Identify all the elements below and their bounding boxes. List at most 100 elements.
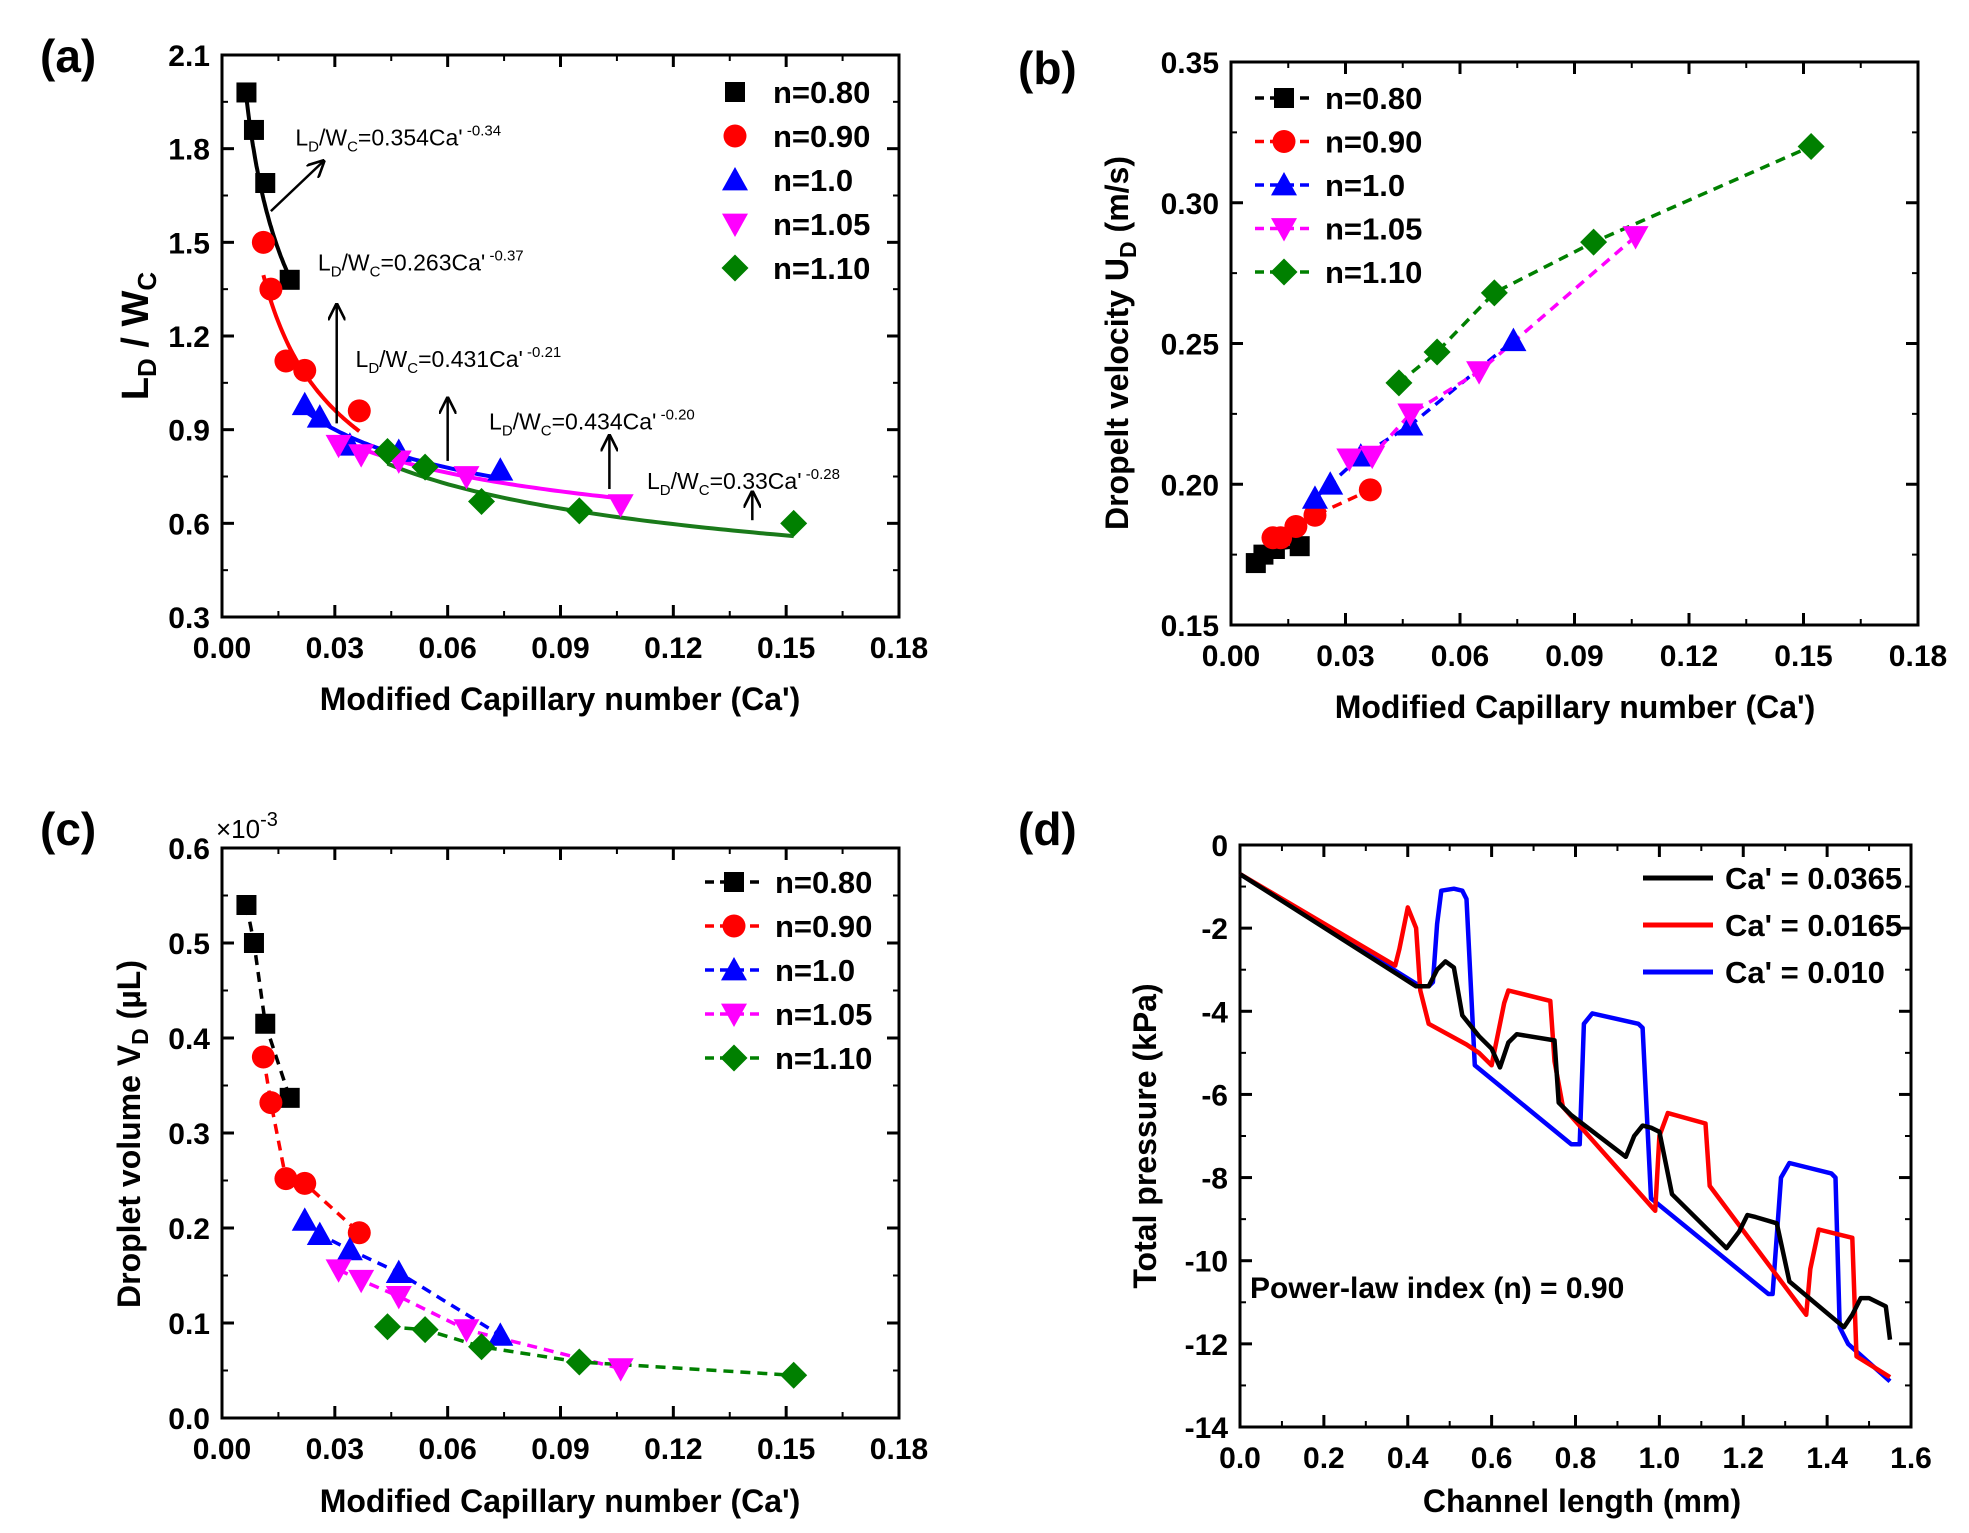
data-point [348, 1269, 375, 1294]
data-point [468, 487, 496, 515]
x-tick-label: 0.18 [870, 1433, 928, 1466]
data-point [1317, 471, 1344, 495]
x-axis-title-a: Modified Capillary number (Ca') [320, 681, 801, 717]
data-point [279, 1087, 300, 1108]
svg-text:LD / WC: LD / WC [115, 272, 162, 401]
x-tick-label: 1.0 [1639, 1442, 1681, 1475]
legend-label: n=1.0 [773, 163, 853, 198]
legend-entry: n=1.0 [722, 163, 853, 198]
y-tick-label: 0.35 [1161, 47, 1219, 80]
y-tick-label: 0.20 [1161, 469, 1219, 502]
annotation-arrow [270, 161, 324, 213]
x-tick-label: 0.12 [644, 632, 702, 665]
fit-equation: LD/WC=0.434Ca' -0.20 [489, 407, 695, 440]
legend-entry: n=0.90 [705, 909, 872, 944]
x-tick-label: 0.03 [1316, 640, 1374, 673]
y-tick-label: -8 [1201, 1163, 1228, 1196]
data-point [1480, 279, 1508, 307]
legend-label: Ca' = 0.0365 [1725, 861, 1902, 896]
data-point [1284, 514, 1308, 538]
data-point [1466, 361, 1493, 385]
series-line [337, 1268, 622, 1371]
y-tick-label: -2 [1201, 913, 1228, 946]
legend-entry: n=1.10 [721, 251, 870, 286]
data-point [1797, 132, 1825, 160]
data-point [274, 1167, 298, 1191]
legend-marker [724, 872, 744, 892]
data-point [1580, 228, 1608, 256]
y-tick-label: 0.25 [1161, 329, 1219, 362]
legend-entry: Ca' = 0.0365 [1643, 861, 1902, 896]
data-point [1358, 478, 1382, 502]
marks-c [236, 895, 808, 1389]
fit-curve [244, 97, 292, 279]
data-point [251, 1045, 275, 1069]
panel-d: (d) 0.0 0.2 0.4 0.6 0.8 1.0 1.2 1.4 1.6 0 -2 -4 -6 -8… [1018, 803, 1932, 1519]
y-tick-label: 0.2 [168, 1213, 210, 1246]
panel-b: (b) 0.00 0.03 0.06 0.09 0.12 0.15 0.18 0.15 0.20… [1018, 42, 1947, 725]
legend-entry: n=0.80 [725, 75, 870, 110]
y-tick-label: 0.6 [168, 833, 210, 866]
data-point [347, 1221, 371, 1245]
panel-label-b: (b) [1018, 42, 1077, 94]
x-tick-label: 0.8 [1555, 1442, 1597, 1475]
y-tick-label: 0.0 [168, 1403, 210, 1436]
legend-marker [1271, 172, 1297, 196]
data-point [259, 1091, 283, 1115]
data-point [243, 933, 264, 953]
x-tick-label: 0.15 [1774, 640, 1832, 673]
data-point [1303, 503, 1327, 527]
data-point [373, 438, 401, 466]
x-tick-label: 0.6 [1471, 1442, 1513, 1475]
y-tick-label: 0.4 [168, 1023, 210, 1056]
y-tick-label: 0.30 [1161, 188, 1219, 221]
fit-equation: LD/WC=0.263Ca' -0.37 [318, 247, 524, 280]
legend-marker [721, 254, 749, 282]
legend-entry: Ca' = 0.0165 [1643, 908, 1902, 943]
legend-label: n=1.05 [775, 997, 872, 1032]
y-tick-label: 1.5 [168, 227, 210, 260]
data-point [385, 1259, 412, 1284]
panel-label-c: (c) [40, 803, 96, 855]
x-tick-label: 0.06 [1431, 640, 1489, 673]
legend-label: n=0.90 [775, 909, 872, 944]
legend-label: n=0.90 [1325, 125, 1422, 160]
ticks-b: 0.00 0.03 0.06 0.09 0.12 0.15 0.18 0.15 0.20 0.25… [1161, 47, 1948, 673]
y-axis-title-c: Droplet volume VD (µL) [111, 960, 153, 1308]
y-axis-title-b: Dropelt velocity UD (m/s) [1099, 156, 1141, 530]
data-point [487, 457, 514, 481]
x-tick-label: 0.18 [1889, 640, 1947, 673]
data-point [411, 453, 439, 481]
data-point [607, 494, 634, 518]
x-tick-label: 0.00 [193, 632, 251, 665]
data-point [236, 895, 257, 915]
data-point [468, 1333, 496, 1361]
x-tick-label: 0.03 [306, 1433, 364, 1466]
legend-marker [722, 167, 748, 191]
x-tick-label: 0.2 [1303, 1442, 1345, 1475]
legend-entry: n=0.80 [1255, 81, 1422, 116]
y-tick-label: 0.15 [1161, 610, 1219, 643]
fit-equation: LD/WC=0.431Ca' -0.21 [356, 344, 562, 377]
x-axis-title-b: Modified Capillary number (Ca') [1335, 689, 1816, 725]
legend-label: n=1.10 [1325, 255, 1422, 290]
fit-equation: LD/WC=0.33Ca' -0.28 [647, 466, 840, 499]
svg-text:Dropelt velocity UD (m/s): Dropelt velocity UD (m/s) [1099, 156, 1141, 530]
y-tick-label: 0.9 [168, 415, 210, 448]
legend-entry: n=1.10 [1255, 255, 1422, 290]
x-tick-label: 0.15 [757, 1433, 815, 1466]
legend-marker [721, 1003, 747, 1027]
data-point [607, 1358, 634, 1382]
data-point [259, 277, 283, 301]
y-tick-label: 1.8 [168, 134, 210, 167]
data-point [306, 1221, 333, 1246]
x-tick-label: 0.06 [418, 1433, 476, 1466]
data-point [780, 509, 808, 537]
x-axis-title-d: Channel length (mm) [1423, 1483, 1741, 1519]
legend-entry: n=0.90 [723, 119, 870, 154]
legend-marker [723, 124, 747, 148]
legend-label: n=1.10 [775, 1041, 872, 1076]
legend-b: n=0.80 n=0.90 n=1.0 n=1.05 n=1.10 [1255, 81, 1422, 290]
legend-entry: n=1.0 [1255, 168, 1405, 203]
